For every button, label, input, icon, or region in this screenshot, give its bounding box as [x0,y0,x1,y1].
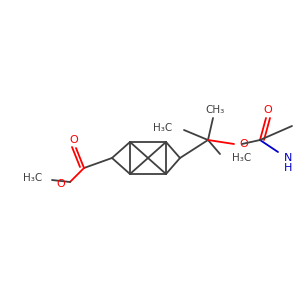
Text: O: O [56,179,65,189]
Text: CH₃: CH₃ [206,105,225,115]
Text: N: N [284,153,292,163]
Text: O: O [239,139,248,149]
Text: H₃C: H₃C [23,173,42,183]
Text: O: O [70,135,78,145]
Text: O: O [264,105,272,115]
Text: H: H [284,163,292,173]
Text: H₃C: H₃C [153,123,172,133]
Text: H₃C: H₃C [232,153,251,163]
